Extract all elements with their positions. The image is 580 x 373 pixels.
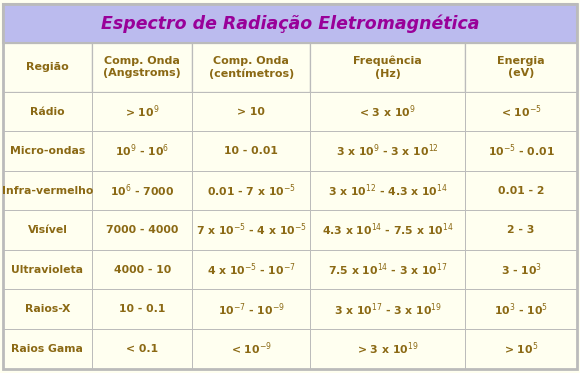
Bar [310, 92, 465, 131]
Text: 3 x 10$^{9}$ - 3 x 10$^{12}$: 3 x 10$^{9}$ - 3 x 10$^{12}$ [336, 143, 439, 159]
Bar [3, 92, 92, 131]
Bar [193, 329, 310, 369]
Bar [193, 210, 310, 250]
Bar [3, 131, 92, 171]
Text: 3 x 10$^{12}$ - 4.3 x 10$^{14}$: 3 x 10$^{12}$ - 4.3 x 10$^{14}$ [328, 182, 448, 199]
Bar [465, 289, 577, 329]
Bar [310, 329, 465, 369]
Text: < 0.1: < 0.1 [126, 344, 158, 354]
Text: > 10$^{5}$: > 10$^{5}$ [504, 341, 538, 357]
Bar [465, 250, 577, 289]
Text: > 3 x 10$^{19}$: > 3 x 10$^{19}$ [357, 341, 418, 357]
Bar [3, 329, 92, 369]
Text: 4.3 x 10$^{14}$ - 7.5 x 10$^{14}$: 4.3 x 10$^{14}$ - 7.5 x 10$^{14}$ [322, 222, 454, 238]
Bar [310, 250, 465, 289]
Bar [92, 171, 193, 210]
Bar [465, 171, 577, 210]
Bar [3, 4, 577, 43]
Bar [193, 131, 310, 171]
Text: Região: Região [26, 62, 69, 72]
Bar [310, 210, 465, 250]
Bar [193, 250, 310, 289]
Bar [3, 43, 92, 92]
Bar [310, 289, 465, 329]
Text: 10 - 0.1: 10 - 0.1 [119, 304, 165, 314]
Text: Frequência
(Hz): Frequência (Hz) [353, 56, 422, 79]
Text: 7.5 x 10$^{14}$ - 3 x 10$^{17}$: 7.5 x 10$^{14}$ - 3 x 10$^{17}$ [328, 261, 447, 278]
Bar [3, 210, 92, 250]
Bar [92, 210, 193, 250]
Text: 10$^{-7}$ - 10$^{-9}$: 10$^{-7}$ - 10$^{-9}$ [218, 301, 285, 317]
Text: 10$^{9}$ - 10$^{6}$: 10$^{9}$ - 10$^{6}$ [115, 143, 169, 159]
Bar [92, 250, 193, 289]
Bar [92, 289, 193, 329]
Bar [193, 43, 310, 92]
Text: Comp. Onda
(centímetros): Comp. Onda (centímetros) [209, 56, 294, 79]
Text: 7 x 10$^{-5}$ - 4 x 10$^{-5}$: 7 x 10$^{-5}$ - 4 x 10$^{-5}$ [195, 222, 307, 238]
Text: 3 - 10$^{3}$: 3 - 10$^{3}$ [501, 261, 542, 278]
Text: 10$^{-5}$ - 0.01: 10$^{-5}$ - 0.01 [488, 143, 554, 159]
Text: < 10$^{-9}$: < 10$^{-9}$ [231, 341, 271, 357]
Text: Raios Gama: Raios Gama [12, 344, 84, 354]
Text: Raios-X: Raios-X [25, 304, 70, 314]
Text: Espectro de Radiação Eletromagnética: Espectro de Radiação Eletromagnética [101, 14, 479, 33]
Text: Visível: Visível [27, 225, 67, 235]
Bar [310, 171, 465, 210]
Text: > 10: > 10 [237, 107, 265, 117]
Bar [92, 43, 193, 92]
Bar [3, 289, 92, 329]
Text: 4000 - 10: 4000 - 10 [114, 265, 171, 275]
Text: Rádio: Rádio [30, 107, 65, 117]
Bar [465, 329, 577, 369]
Text: 10$^{3}$ - 10$^{5}$: 10$^{3}$ - 10$^{5}$ [494, 301, 548, 317]
Bar [92, 329, 193, 369]
Text: Comp. Onda
(Angstroms): Comp. Onda (Angstroms) [103, 56, 181, 78]
Bar [3, 171, 92, 210]
Text: 3 x 10$^{17}$ - 3 x 10$^{19}$: 3 x 10$^{17}$ - 3 x 10$^{19}$ [334, 301, 441, 317]
Bar [465, 92, 577, 131]
Bar [92, 131, 193, 171]
Text: > 10$^{9}$: > 10$^{9}$ [125, 103, 160, 120]
Text: 10 - 0.01: 10 - 0.01 [224, 146, 278, 156]
Text: < 10$^{-5}$: < 10$^{-5}$ [501, 103, 542, 120]
Bar [465, 43, 577, 92]
Bar [310, 43, 465, 92]
Text: 2 - 3: 2 - 3 [508, 225, 535, 235]
Bar [465, 131, 577, 171]
Bar [193, 92, 310, 131]
Text: Energia
(eV): Energia (eV) [497, 56, 545, 78]
Text: 10$^{6}$ - 7000: 10$^{6}$ - 7000 [110, 182, 174, 199]
Text: 7000 - 4000: 7000 - 4000 [106, 225, 178, 235]
Text: Micro-ondas: Micro-ondas [10, 146, 85, 156]
Text: 0.01 - 7 x 10$^{-5}$: 0.01 - 7 x 10$^{-5}$ [207, 182, 296, 199]
Text: Ultravioleta: Ultravioleta [12, 265, 84, 275]
Text: 0.01 - 2: 0.01 - 2 [498, 186, 545, 196]
Bar [465, 210, 577, 250]
Text: < 3 x 10$^{9}$: < 3 x 10$^{9}$ [359, 103, 416, 120]
Text: 4 x 10$^{-5}$ - 10$^{-7}$: 4 x 10$^{-5}$ - 10$^{-7}$ [207, 261, 296, 278]
Bar [92, 92, 193, 131]
Text: Infra-vermelho: Infra-vermelho [2, 186, 93, 196]
Bar [310, 131, 465, 171]
Bar [3, 250, 92, 289]
Bar [193, 289, 310, 329]
Bar [193, 171, 310, 210]
